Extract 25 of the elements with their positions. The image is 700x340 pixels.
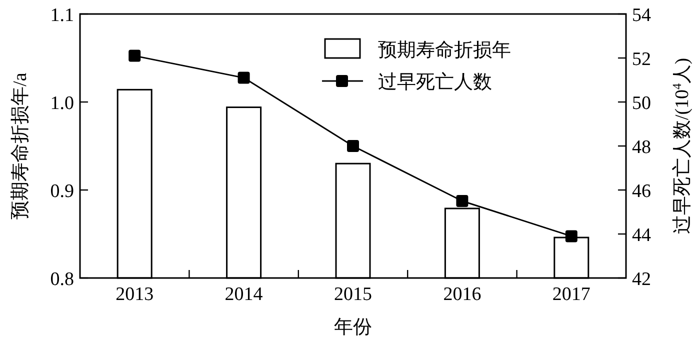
y-tick-label: 1.0 xyxy=(50,93,74,114)
point xyxy=(565,230,578,242)
point xyxy=(238,72,250,84)
y2-tick-label: 52 xyxy=(632,49,651,70)
x-tick-label: 2015 xyxy=(334,284,372,305)
legend-label: 预期寿命折损年 xyxy=(378,40,511,61)
y2-tick-label: 42 xyxy=(632,269,651,290)
y-tick-label: 0.9 xyxy=(50,181,74,202)
legend-label: 过早死亡人数 xyxy=(378,71,492,93)
point xyxy=(128,50,141,62)
point xyxy=(347,140,359,152)
x-tick-label: 2014 xyxy=(224,284,264,305)
x-tick-label: 2013 xyxy=(116,284,154,305)
y-tick-label: 0.8 xyxy=(50,269,74,290)
y2-tick-label: 50 xyxy=(632,93,651,114)
y2-tick-label: 54 xyxy=(632,5,652,26)
y2-tick-label: 44 xyxy=(632,225,652,246)
y-tick-label: 1.1 xyxy=(50,5,74,26)
y2-tick-label: 46 xyxy=(632,181,651,202)
y2-tick-label: 48 xyxy=(632,137,651,158)
x-tick-label: 2017 xyxy=(552,284,590,305)
x-axis-title: 年份 xyxy=(334,317,372,338)
y-axis-title: 预期寿命折损年/a xyxy=(10,72,31,220)
point xyxy=(456,195,468,207)
x-tick-label: 2016 xyxy=(443,284,482,305)
